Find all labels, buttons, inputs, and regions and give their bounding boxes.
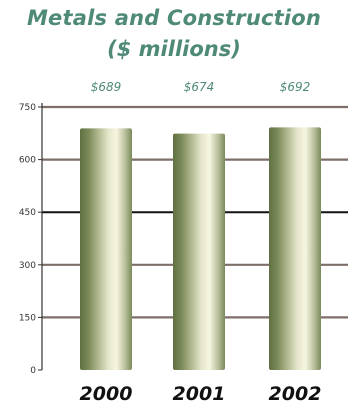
y-tick-label-750: 750 [19, 103, 36, 113]
data-label-2000: $689 [91, 80, 122, 94]
y-tick-label-600: 600 [19, 156, 36, 166]
x-tick-label-2000: 2000 [80, 383, 133, 405]
bar-2001 [173, 133, 225, 370]
y-tick-label-300: 300 [19, 261, 36, 271]
chart-title: Metals and Construction [26, 6, 322, 30]
y-tick-label-450: 450 [19, 208, 36, 218]
data-label-2002: $692 [280, 80, 311, 94]
y-tick-label-150: 150 [19, 313, 36, 323]
bar-2002 [269, 127, 321, 370]
chart-subtitle: ($ millions) [107, 37, 241, 61]
x-tick-label-2001: 2001 [173, 383, 226, 405]
x-tick-label-2002: 2002 [269, 383, 322, 405]
y-tick-label-0: 0 [30, 366, 36, 376]
data-label-2001: $674 [184, 80, 215, 94]
bar-2000 [80, 128, 132, 370]
